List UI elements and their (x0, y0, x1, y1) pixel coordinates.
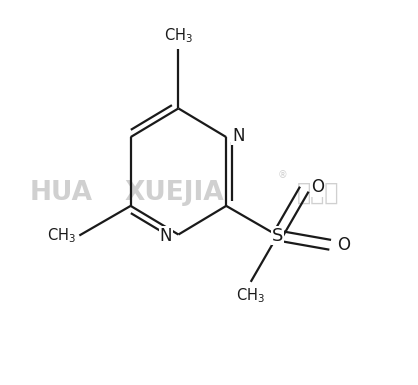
Text: CH$_3$: CH$_3$ (236, 286, 265, 305)
Text: CH$_3$: CH$_3$ (46, 226, 76, 245)
Text: O: O (337, 236, 350, 254)
Text: O: O (311, 178, 324, 196)
Text: N: N (160, 227, 172, 245)
Text: S: S (272, 226, 283, 244)
Text: ®: ® (278, 170, 288, 180)
Text: N: N (232, 127, 245, 144)
Text: HUA: HUA (29, 179, 92, 206)
Text: 化学加: 化学加 (297, 181, 339, 204)
Text: CH$_3$: CH$_3$ (164, 26, 193, 45)
Text: XUEJIA: XUEJIA (125, 179, 224, 206)
